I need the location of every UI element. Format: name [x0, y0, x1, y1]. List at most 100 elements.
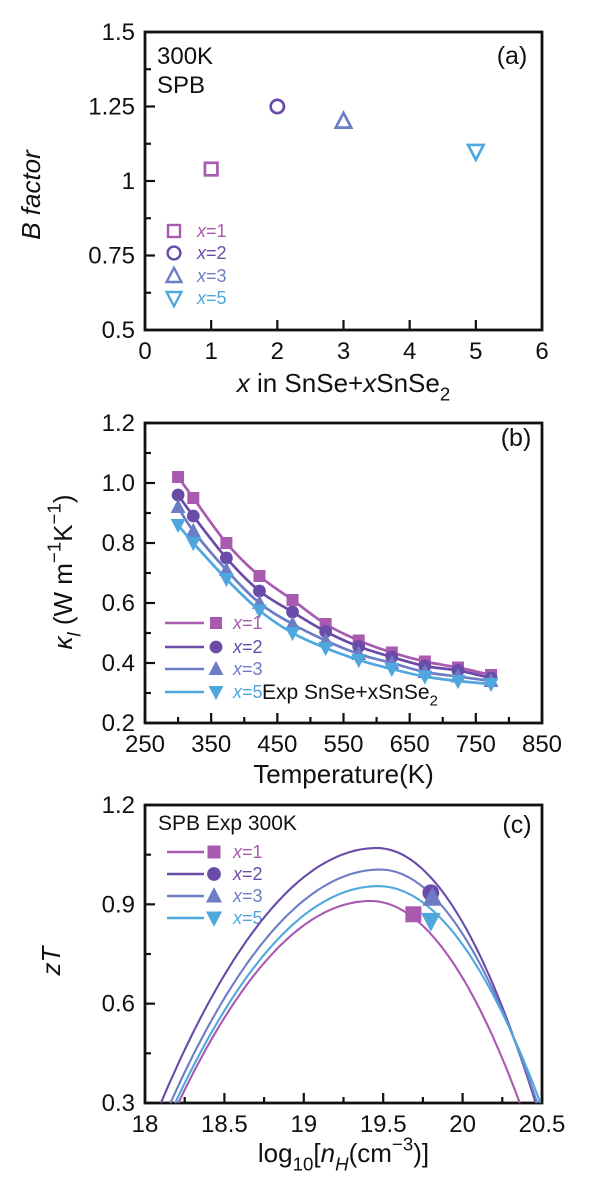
- circle-marker: [253, 584, 266, 598]
- triangle-down-marker: [170, 519, 186, 534]
- circle-marker: [219, 551, 233, 565]
- triangle-up-marker: [285, 615, 300, 630]
- x-tick-label: 750: [456, 731, 496, 758]
- x-tick-label: 1: [204, 338, 217, 365]
- y-tick-label: 1.2: [102, 792, 135, 819]
- curve-x5: [174, 885, 542, 1104]
- triangle-up-marker: [208, 660, 224, 675]
- x-tick-label: 850: [522, 731, 562, 758]
- circle-marker: [286, 605, 299, 619]
- y-tick-label: 0.9: [102, 891, 135, 918]
- legend-label-x1: x=1: [232, 613, 263, 633]
- curve-x2: [159, 846, 537, 1104]
- circle-marker: [319, 625, 333, 638]
- panel-c-y-axis-label: zT: [36, 944, 66, 976]
- x-tick-label: 6: [535, 338, 548, 365]
- triangle-down-marker: [208, 686, 224, 701]
- panel-letter-a: (a): [497, 42, 528, 70]
- legend-label-x1: x=1: [232, 842, 263, 862]
- panel-c-x-axis-label: log10[nH(cm−3)]: [258, 1133, 429, 1174]
- panel-a-legend: x=1x=2 x=3x=5: [164, 221, 227, 309]
- x-tick-label: 3: [337, 338, 350, 365]
- series-x5: [170, 519, 499, 693]
- legend-label-x3: x=3: [196, 266, 227, 286]
- panel-a-x-axis-label: x in SnSe+xSnSe2: [235, 368, 451, 404]
- triangle-down-marker: [465, 143, 486, 163]
- y-tick-label: 0.75: [88, 243, 135, 270]
- square-marker: [286, 594, 299, 606]
- triangle-up-marker: [164, 265, 184, 284]
- triangle-up-marker: [333, 109, 354, 130]
- square-marker: [187, 492, 200, 504]
- series-x2: [171, 488, 498, 685]
- legend-title: SPB Exp 300K: [158, 812, 297, 835]
- legend-label-x5: x=5: [232, 908, 263, 928]
- panel-a-axes: 0 1 2 3 4 5 6 0.5 0.75 1 1.25 1.5: [88, 19, 548, 365]
- y-tick-label: 1.0: [102, 470, 135, 497]
- panel-a: 0 1 2 3 4 5 6 0.5 0.75 1 1.25 1.5 x in SnSe+xSnSe2 B …: [16, 19, 549, 404]
- triangle-down-marker: [384, 663, 400, 678]
- triangle-down-marker: [285, 627, 300, 642]
- triangle-down-marker: [417, 670, 433, 685]
- y-tick-label: 1.5: [102, 19, 135, 46]
- x-tick-label: 2: [271, 338, 284, 365]
- panel-b: 250 350 450 550 650 750 850 0.2 0.4 0.6 0.8 1.0 1.2 T…: [43, 410, 562, 789]
- curve-x3: [169, 868, 539, 1104]
- x-tick-label: 0: [138, 338, 151, 365]
- triangle-up-marker: [185, 522, 201, 537]
- triangle-down-marker: [218, 573, 234, 588]
- panel-letter-c: (c): [502, 811, 531, 839]
- annotation-300k: 300K: [157, 43, 213, 70]
- x-tick-label: 18.5: [201, 1111, 248, 1138]
- x-tick-label: 350: [191, 731, 231, 758]
- y-tick-label: 0.5: [102, 317, 135, 344]
- panel-c: 18 18.5 19 19.5 20 20.5 0.3 0.6 0.9 1.2 log10[nH(c…: [36, 792, 565, 1174]
- y-tick-label: 0.4: [102, 650, 135, 677]
- y-tick-label: 0.6: [102, 991, 135, 1018]
- square-marker: [405, 906, 422, 923]
- square-marker: [210, 617, 222, 629]
- legend-label-x3: x=3: [232, 659, 263, 679]
- x-tick-label: 250: [125, 731, 165, 758]
- legend-label-x3: x=3: [232, 886, 263, 906]
- triangle-up-marker: [218, 561, 234, 576]
- legend-label-x1: x=1: [196, 221, 227, 241]
- legend-label-x2: x=2: [232, 637, 263, 657]
- y-tick-label: 1: [122, 168, 135, 195]
- panel-c-axes: 18 18.5 19 19.5 20 20.5 0.3 0.6 0.9 1.2: [102, 792, 566, 1138]
- y-tick-label: 0.8: [102, 530, 135, 557]
- legend-label-x5: x=5: [232, 682, 263, 702]
- x-tick-label: 5: [469, 338, 482, 365]
- y-tick-label: 1.2: [102, 410, 135, 437]
- exp-points: [405, 884, 443, 932]
- panel-b-x-axis-label: Temperature(K): [253, 759, 434, 789]
- triangle-down-marker: [450, 675, 466, 690]
- triangle-up-marker: [170, 498, 186, 513]
- panel-b-legend: x=1 x=2x=3 x=5 Exp SnSe+xSnSe2: [165, 613, 438, 710]
- panel-letter-b: (b): [501, 424, 532, 452]
- panel-b-y-axis-label: κl (W m−1K−1): [43, 494, 84, 649]
- square-marker: [166, 223, 182, 239]
- triangle-up-marker: [422, 886, 443, 906]
- x-tick-label: 450: [257, 731, 297, 758]
- square-marker: [207, 845, 221, 859]
- circle-marker: [207, 867, 221, 881]
- circle-marker: [171, 488, 185, 502]
- legend-extra-text: Exp SnSe+xSnSe2: [262, 681, 438, 710]
- panel-c-legend: SPB Exp 300K x=1x=2x=3x=5: [158, 812, 297, 928]
- circle-marker: [186, 509, 200, 523]
- circle-marker: [269, 98, 286, 115]
- y-tick-label: 0.3: [102, 1090, 135, 1117]
- y-tick-label: 0.6: [102, 590, 135, 617]
- square-marker: [203, 161, 219, 177]
- x-tick-label: 20.5: [519, 1111, 566, 1138]
- x-tick-label: 650: [390, 731, 430, 758]
- triangle-down-marker: [185, 537, 201, 552]
- triangle-down-marker: [205, 911, 223, 927]
- circle-marker: [166, 245, 182, 261]
- x-tick-label: 18: [132, 1111, 159, 1138]
- triangle-down-marker: [318, 642, 334, 657]
- y-tick-label: 0.2: [102, 710, 135, 737]
- square-marker: [220, 537, 233, 549]
